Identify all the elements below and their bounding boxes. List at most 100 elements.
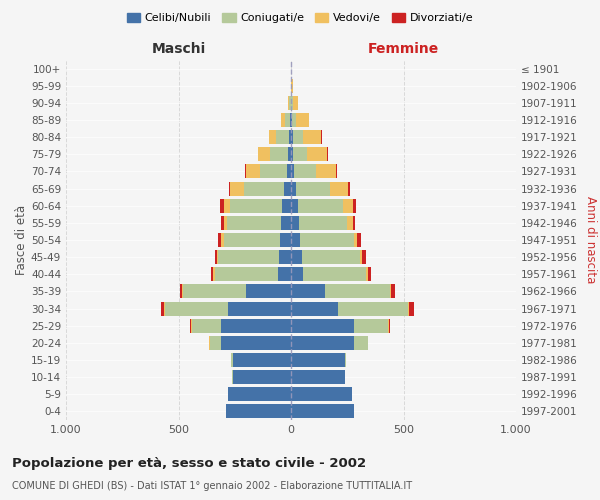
Bar <box>246 164 260 178</box>
Bar <box>362 250 367 264</box>
Text: Maschi: Maschi <box>151 42 206 56</box>
Bar <box>291 130 293 144</box>
Bar <box>218 233 221 247</box>
Bar <box>221 318 291 332</box>
Bar <box>211 268 214 281</box>
Y-axis label: Fasce di età: Fasce di età <box>15 205 28 275</box>
Bar <box>284 182 291 196</box>
Bar <box>291 336 354 350</box>
Bar <box>230 182 244 196</box>
Bar <box>354 336 367 350</box>
Bar <box>228 388 291 402</box>
Bar <box>291 182 296 196</box>
Bar <box>291 250 302 264</box>
Bar <box>299 216 347 230</box>
Bar <box>246 284 291 298</box>
Bar <box>215 250 217 264</box>
Bar <box>291 404 354 418</box>
Bar <box>367 268 371 281</box>
Bar <box>223 233 280 247</box>
Bar <box>291 113 292 127</box>
Bar <box>259 148 269 162</box>
Bar <box>277 268 291 281</box>
Bar <box>165 302 228 316</box>
Bar <box>183 284 246 298</box>
Bar <box>353 216 355 230</box>
Bar <box>388 318 389 332</box>
Text: Popolazione per età, sesso e stato civile - 2002: Popolazione per età, sesso e stato civil… <box>12 458 366 470</box>
Text: Femmine: Femmine <box>368 42 439 56</box>
Bar <box>269 148 287 162</box>
Bar <box>291 198 298 212</box>
Bar <box>295 164 316 178</box>
Bar <box>347 216 353 230</box>
Bar <box>182 284 183 298</box>
Bar <box>296 182 331 196</box>
Bar <box>327 148 328 162</box>
Bar <box>292 113 296 127</box>
Bar <box>244 182 284 196</box>
Bar <box>227 216 281 230</box>
Bar <box>302 250 359 264</box>
Bar <box>300 233 354 247</box>
Bar <box>336 164 337 178</box>
Bar <box>292 96 293 110</box>
Bar <box>190 318 191 332</box>
Bar <box>390 284 391 298</box>
Bar <box>331 182 349 196</box>
Bar <box>389 318 390 332</box>
Bar <box>221 233 223 247</box>
Bar <box>298 198 343 212</box>
Bar <box>221 216 223 230</box>
Bar <box>304 268 367 281</box>
Bar <box>296 113 309 127</box>
Bar <box>291 388 352 402</box>
Bar <box>210 336 221 350</box>
Bar <box>217 250 218 264</box>
Bar <box>289 130 291 144</box>
Y-axis label: Anni di nascita: Anni di nascita <box>584 196 597 284</box>
Bar <box>233 353 291 367</box>
Bar <box>287 148 291 162</box>
Bar <box>291 302 338 316</box>
Bar <box>228 302 291 316</box>
Bar <box>292 78 293 92</box>
Bar <box>278 250 291 264</box>
Bar <box>260 164 287 178</box>
Bar <box>409 302 413 316</box>
Bar <box>192 318 221 332</box>
Bar <box>289 96 290 110</box>
Bar <box>316 164 336 178</box>
Bar <box>223 198 230 212</box>
Bar <box>291 353 345 367</box>
Bar <box>353 198 356 212</box>
Bar <box>303 130 321 144</box>
Bar <box>293 96 298 110</box>
Bar <box>358 233 361 247</box>
Bar <box>345 353 346 367</box>
Bar <box>164 302 165 316</box>
Bar <box>408 302 409 316</box>
Bar <box>245 164 246 178</box>
Bar <box>280 233 291 247</box>
Bar <box>325 284 390 298</box>
Bar <box>338 302 408 316</box>
Bar <box>286 113 290 127</box>
Text: COMUNE DI GHEDI (BS) - Dati ISTAT 1° gennaio 2002 - Elaborazione TUTTITALIA.IT: COMUNE DI GHEDI (BS) - Dati ISTAT 1° gen… <box>12 481 412 491</box>
Bar <box>233 370 291 384</box>
Bar <box>230 198 282 212</box>
Bar <box>291 284 325 298</box>
Bar <box>354 318 388 332</box>
Bar <box>282 198 291 212</box>
Bar <box>179 284 182 298</box>
Bar <box>281 113 286 127</box>
Bar <box>269 130 277 144</box>
Bar <box>291 370 345 384</box>
Bar <box>293 148 307 162</box>
Bar <box>220 198 223 212</box>
Bar <box>287 164 291 178</box>
Bar <box>359 250 362 264</box>
Bar <box>291 164 295 178</box>
Bar <box>290 113 291 127</box>
Bar <box>291 148 293 162</box>
